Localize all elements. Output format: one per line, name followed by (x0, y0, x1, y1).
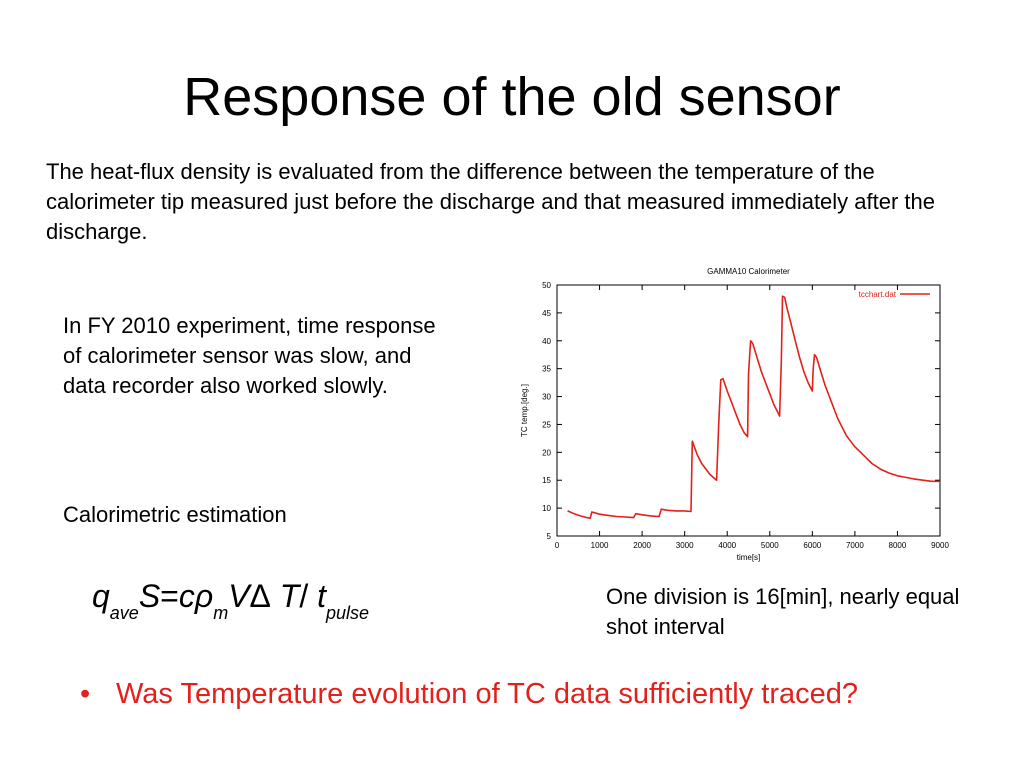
division-note: One division is 16[min], nearly equal sh… (606, 584, 960, 639)
formula-delta: Δ (249, 578, 271, 614)
y-tick-label-0: 5 (547, 532, 552, 541)
formula-rho: ρ (194, 578, 214, 614)
y-tick-label-2: 15 (542, 476, 551, 485)
x-tick-label-2: 2000 (633, 541, 651, 550)
formula-rho-subscript: m (213, 603, 229, 623)
bullet-marker: • (80, 678, 91, 710)
legend-label-0: tcchart.dat (859, 290, 897, 299)
y-tick-label-4: 25 (542, 420, 551, 429)
plot-frame (556, 284, 941, 537)
x-tick-label-7: 7000 (846, 541, 864, 550)
y-tick-label-1: 10 (542, 504, 551, 513)
slide-title: Response of the old sensor (183, 67, 841, 127)
formula-t-subscript: pulse (326, 603, 370, 623)
y-tick-label-5: 30 (542, 393, 551, 402)
x-tick-label-8: 8000 (889, 541, 907, 550)
formula-slash: / (299, 578, 309, 614)
formula-q: q (92, 578, 110, 614)
tc-chart-svg: 0 1000 2000 3000 4000 5000 6000 7000 8000 9000 5 10… (520, 267, 949, 562)
formula-equals: = (160, 578, 179, 614)
y-tick-label-6: 35 (542, 365, 551, 374)
y-tick-label-7: 40 (542, 337, 551, 346)
y-tick-label-3: 20 (542, 448, 551, 457)
x-tick-label-3: 3000 (676, 541, 694, 550)
formula-s: S (138, 578, 161, 614)
bullet-text: Was Temperature evolution of TC data suf… (116, 678, 859, 710)
formula-t-time: t (317, 578, 327, 614)
formula-t-temp: T (279, 578, 300, 614)
sensor-note-paragraph: In FY 2010 experiment, time response of … (63, 313, 436, 398)
x-axis-label: time[s] (737, 553, 761, 562)
x-tick-label-6: 6000 (803, 541, 821, 550)
x-tick-label-0: 0 (555, 541, 560, 550)
x-tick-label-4: 4000 (718, 541, 736, 550)
x-tick-label-5: 5000 (761, 541, 779, 550)
formula-q-subscript: ave (109, 603, 139, 623)
calorimetric-formula: qaveS=cρmVΔ T/ tpulse (92, 578, 369, 628)
series-line-0 (567, 295, 940, 520)
y-tick-label-8: 45 (542, 309, 551, 318)
y-axis-label: TC temp.[deg.] (520, 384, 529, 437)
formula-v: V (228, 578, 250, 614)
intro-paragraph: The heat-flux density is evaluated from … (46, 159, 936, 244)
chart-title: GAMMA10 Calorimeter (707, 267, 790, 276)
calorimetric-estimation-label: Calorimetric estimation (63, 502, 287, 527)
tc-chart: 0 1000 2000 3000 4000 5000 6000 7000 8000 9000 5 10… (495, 230, 999, 586)
x-tick-label-9: 9000 (931, 541, 949, 550)
y-tick-label-9: 50 (542, 281, 551, 290)
bullet-question: • Was Temperature evolution of TC data su… (80, 676, 1020, 712)
formula-c: c (178, 578, 195, 614)
x-tick-label-1: 1000 (591, 541, 609, 550)
